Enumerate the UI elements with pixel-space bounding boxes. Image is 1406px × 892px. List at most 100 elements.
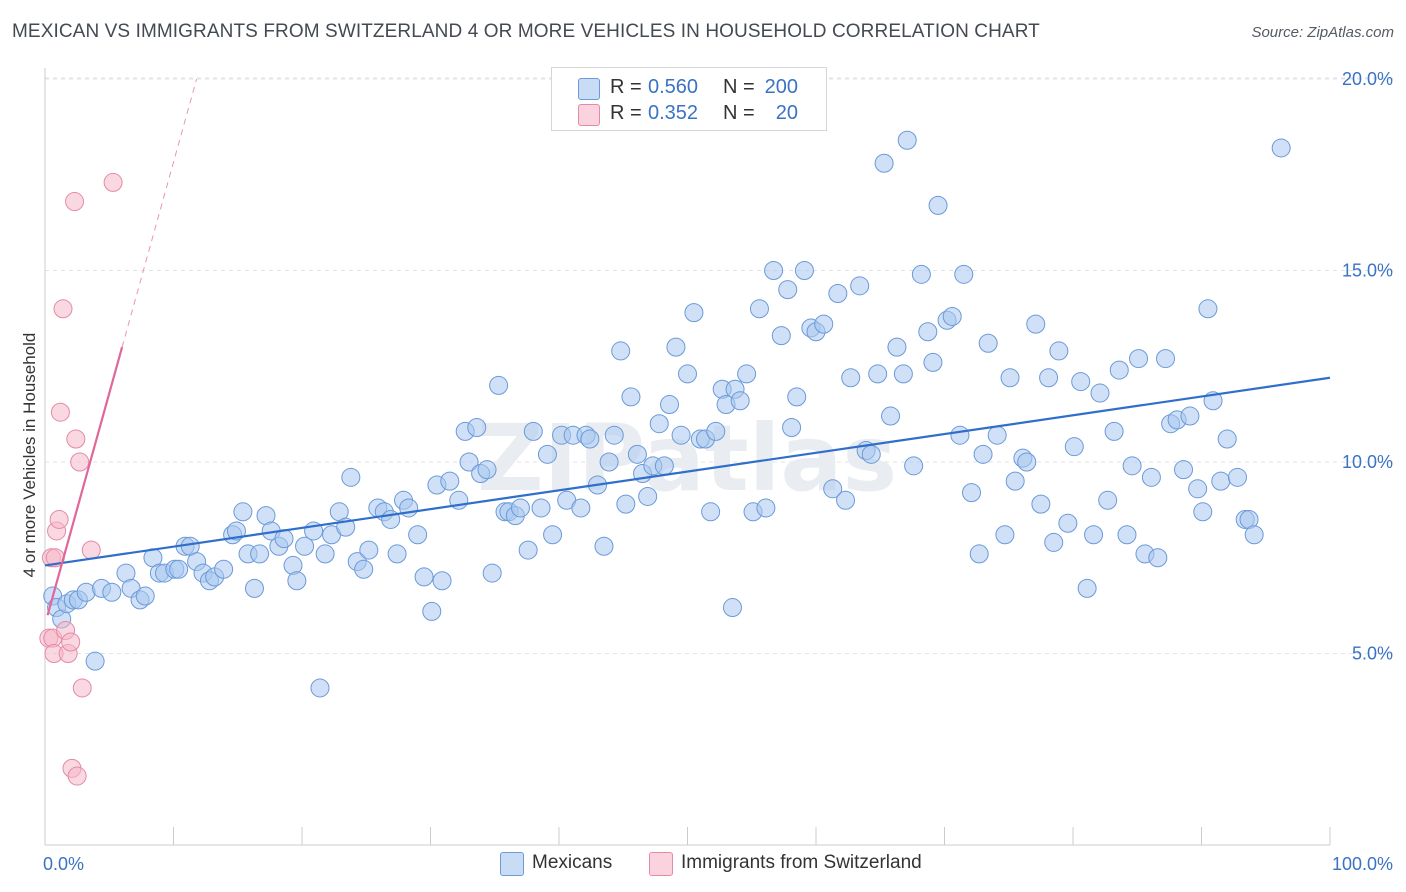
mexicans-point xyxy=(85,651,105,671)
mexicans-point xyxy=(961,483,981,503)
mexicans-point xyxy=(621,387,641,407)
n-label: N = xyxy=(723,102,755,124)
mexicans-point xyxy=(354,559,374,579)
mexicans-point xyxy=(233,502,253,522)
mexicans-point xyxy=(226,521,246,541)
mexicans-point xyxy=(1104,421,1124,441)
mexicans-point xyxy=(1174,460,1194,480)
mexicans-point xyxy=(482,563,502,583)
legend-swatch-mexicans xyxy=(578,78,600,100)
mexicans-point xyxy=(1109,360,1129,380)
mexicans-point xyxy=(1188,479,1208,499)
mexicans-point xyxy=(749,299,769,319)
mexicans-point xyxy=(408,525,428,545)
switzerland-point xyxy=(49,509,69,529)
mexicans-point xyxy=(102,582,122,602)
gridlines xyxy=(45,77,1395,654)
mexicans-point xyxy=(1217,429,1237,449)
mexicans-point xyxy=(730,391,750,411)
mexicans-point xyxy=(1122,456,1142,476)
mexicans-point xyxy=(531,498,551,518)
mexicans-point xyxy=(604,425,624,445)
mexicans-point xyxy=(841,368,861,388)
mexicans-point xyxy=(537,444,557,464)
mexicans-trend-line xyxy=(44,376,1331,567)
switzerland-point xyxy=(61,632,81,652)
mexicans-point xyxy=(214,559,234,579)
mexicans-point xyxy=(897,130,917,150)
switzerland-point xyxy=(81,540,101,560)
mexicans-point xyxy=(1031,494,1051,514)
mexicans-point xyxy=(868,364,888,384)
mexicans-point xyxy=(414,567,434,587)
switzerland-point xyxy=(66,429,86,449)
mexicans-point xyxy=(599,452,619,472)
mexicans-point xyxy=(978,333,998,353)
mexicans-point xyxy=(1148,548,1168,568)
mexicans-point xyxy=(467,418,487,438)
mexicans-point xyxy=(1071,372,1091,392)
mexicans-point xyxy=(611,341,631,361)
mexicans-point xyxy=(881,406,901,426)
mexicans-point xyxy=(771,326,791,346)
mexicans-point xyxy=(660,395,680,415)
mexicans-point xyxy=(923,352,943,372)
mexicans-point xyxy=(671,425,691,445)
mexicans-point xyxy=(814,314,834,334)
y-tick-label: 10.0% xyxy=(1342,452,1393,472)
mexicans-point xyxy=(1129,349,1149,369)
mexicans-point xyxy=(1026,314,1046,334)
mexicans-point xyxy=(987,425,1007,445)
switzerland-points xyxy=(39,172,123,786)
switzerland-trend-extension xyxy=(121,78,198,348)
mexicans-point xyxy=(911,264,931,284)
mexicans-point xyxy=(928,195,948,215)
mexicans-point xyxy=(359,540,379,560)
switzerland-point xyxy=(67,766,87,786)
mexicans-point xyxy=(995,525,1015,545)
source-credit: Source: ZipAtlas.com xyxy=(1251,24,1394,41)
mexicans-point xyxy=(787,387,807,407)
switzerland-point xyxy=(50,402,70,422)
switzerland-point xyxy=(72,678,92,698)
r-label: R = xyxy=(610,102,642,124)
mexicans-point xyxy=(1198,299,1218,319)
mexicans-point xyxy=(701,502,721,522)
r-value: 0.352 xyxy=(648,102,699,124)
mexicans-point xyxy=(440,471,460,491)
mexicans-point xyxy=(850,276,870,296)
mexicans-point xyxy=(706,421,726,441)
mexicans-point xyxy=(1244,525,1264,545)
legend-label: Mexicans xyxy=(532,852,613,873)
mexicans-point xyxy=(861,444,881,464)
y-tick-label: 15.0% xyxy=(1342,261,1393,281)
switzerland-point xyxy=(70,452,90,472)
mexicans-point xyxy=(1044,532,1064,552)
mexicans-point xyxy=(1156,349,1176,369)
mexicans-point xyxy=(518,540,538,560)
mexicans-point xyxy=(543,525,563,545)
mexicans-point xyxy=(684,303,704,323)
mexicans-point xyxy=(794,261,814,280)
mexicans-point xyxy=(627,444,647,464)
mexicans-point xyxy=(1049,341,1069,361)
mexicans-point xyxy=(341,467,361,487)
switzerland-point xyxy=(53,299,73,319)
n-value: 20 xyxy=(775,102,798,124)
mexicans-point xyxy=(654,456,674,476)
mexicans-point xyxy=(1098,490,1118,510)
mexicans-point xyxy=(250,544,270,564)
switzerland-point xyxy=(65,192,85,212)
mexicans-point xyxy=(1084,525,1104,545)
mexicans-point xyxy=(169,559,189,579)
mexicans-point xyxy=(1039,368,1059,388)
mexicans-point xyxy=(887,337,907,357)
mexicans-point xyxy=(950,425,970,445)
mexicans-point xyxy=(571,498,591,518)
mexicans-point xyxy=(893,364,913,384)
mexicans-point xyxy=(244,578,264,598)
mexicans-point xyxy=(616,494,636,514)
mexicans-point xyxy=(1058,513,1078,533)
mexicans-point xyxy=(477,460,497,480)
mexicans-point xyxy=(1271,138,1291,158)
